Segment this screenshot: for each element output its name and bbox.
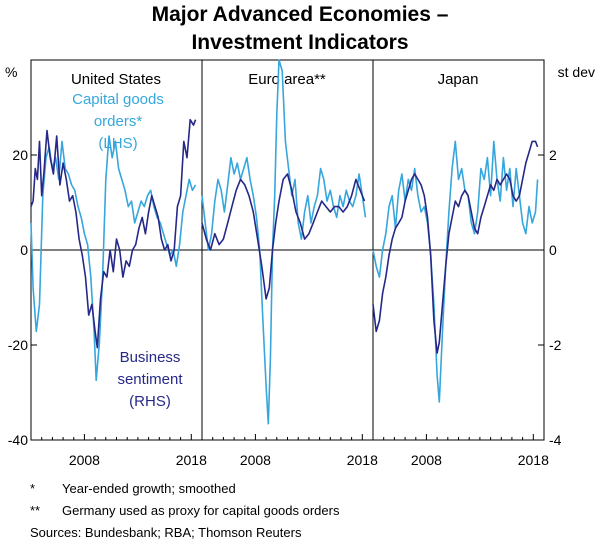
sources: Sources: Bundesbank; RBA; Thomson Reuter…	[30, 525, 302, 540]
x-tick-label: 2018	[347, 452, 378, 468]
euro-area-capital-goods-orders-line	[201, 59, 367, 425]
footnote-text: Germany used as proxy for capital goods …	[62, 503, 340, 518]
x-tick-label: 2018	[518, 452, 549, 468]
x-axis: 2008 2018 2008 2018 2008 2018	[41, 434, 549, 468]
left-tick-label: 20	[12, 147, 28, 163]
annotation-capital-goods: (LHS)	[98, 135, 137, 152]
japan-capital-goods-orders-line	[372, 140, 539, 403]
footnote-mark: **	[30, 503, 40, 518]
panel-title-euro-area: Euro area**	[248, 71, 326, 88]
right-axis-unit: st dev	[558, 64, 595, 80]
chart-title-line-2: Investment Indicators	[191, 31, 408, 54]
right-tick-label: 0	[549, 242, 557, 258]
right-axis-ticks	[538, 154, 544, 346]
left-tick-label: 0	[20, 242, 28, 258]
euro-area-business-sentiment-line	[201, 173, 366, 300]
panel-title-japan: Japan	[438, 71, 479, 88]
x-tick-label: 2008	[411, 452, 442, 468]
chart-title-line-1: Major Advanced Economies –	[152, 3, 449, 26]
panel-title-united-states: United States	[71, 71, 161, 88]
x-tick-label: 2018	[176, 452, 207, 468]
left-axis-ticks	[31, 154, 37, 346]
right-tick-label: -2	[549, 337, 562, 353]
annotation-business-sentiment: sentiment	[117, 371, 183, 388]
right-tick-label: 2	[549, 147, 557, 163]
annotation-capital-goods: orders*	[94, 113, 143, 130]
footnote-text: Year-ended growth; smoothed	[62, 481, 236, 496]
annotation-business-sentiment: Business	[120, 349, 181, 366]
left-axis-unit: %	[5, 64, 17, 80]
japan-business-sentiment-line	[372, 140, 539, 354]
x-tick-label: 2008	[240, 452, 271, 468]
series-layer	[30, 59, 539, 425]
footnote-mark: *	[30, 481, 35, 496]
annotation-capital-goods: Capital goods	[72, 91, 164, 108]
x-tick-label: 2008	[69, 452, 100, 468]
left-tick-label: -40	[8, 432, 28, 448]
left-tick-label: -20	[8, 337, 28, 353]
united-states-business-sentiment-line	[30, 118, 197, 349]
annotation-business-sentiment: (RHS)	[129, 393, 171, 410]
right-tick-label: -4	[549, 432, 562, 448]
